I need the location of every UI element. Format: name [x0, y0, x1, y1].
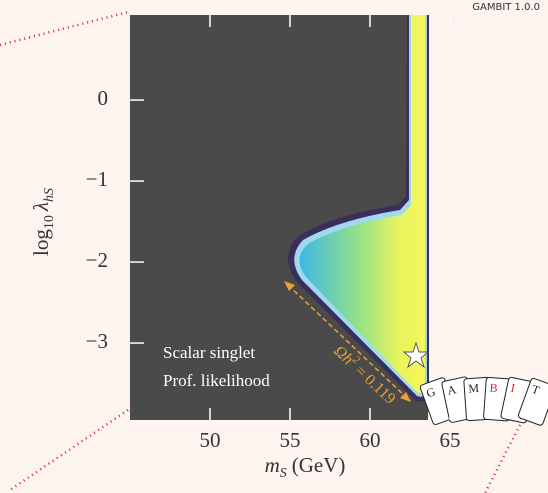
legend-line: Scalar singlet	[163, 343, 255, 362]
y-tick-label: −3	[86, 329, 108, 353]
x-axis-label: mS (GeV)	[265, 453, 346, 481]
card-letter: A	[446, 382, 458, 398]
x-label-sub: S	[280, 466, 287, 481]
relic-arrow	[284, 281, 411, 402]
version: GAMBIT 1.0.0	[472, 2, 540, 13]
x-tick-label: 60	[360, 428, 381, 452]
y-label-fn: log	[29, 229, 53, 256]
x-label-symbol: m	[265, 453, 280, 477]
x-tick-label: 55	[280, 428, 301, 452]
card-letter: I	[510, 381, 517, 396]
x-tick-label: 50	[200, 428, 221, 452]
x-label-unit: (GeV)	[292, 453, 346, 477]
best-fit-star	[402, 341, 430, 369]
card: T	[517, 377, 548, 426]
y-tick-label: 0	[98, 86, 109, 110]
contour-fill	[299, 15, 425, 393]
y-axis-label: log10 λhS	[29, 188, 57, 256]
y-tick-label: −2	[86, 248, 108, 272]
zoom-lines	[0, 10, 522, 493]
y-label-base: 10	[42, 215, 57, 229]
card-face	[517, 377, 548, 426]
legend-line: Prof. likelihood	[163, 371, 270, 390]
y-label-sub: hS	[42, 188, 57, 202]
y-tick-label: −1	[86, 167, 108, 191]
card-letter: B	[489, 381, 498, 396]
x-tick-label: 65	[440, 428, 461, 452]
card-letter: M	[468, 381, 480, 396]
y-label-symbol: λ	[29, 202, 53, 212]
